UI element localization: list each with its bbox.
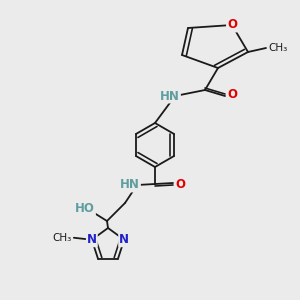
Text: O: O: [175, 178, 185, 190]
Text: CH₃: CH₃: [268, 43, 287, 53]
Text: CH₃: CH₃: [52, 233, 72, 243]
Text: HO: HO: [75, 202, 95, 215]
Text: HN: HN: [120, 178, 140, 191]
Text: O: O: [227, 19, 237, 32]
Text: HN: HN: [160, 89, 180, 103]
Text: O: O: [227, 88, 237, 101]
Text: N: N: [87, 233, 97, 246]
Text: N: N: [119, 233, 129, 246]
